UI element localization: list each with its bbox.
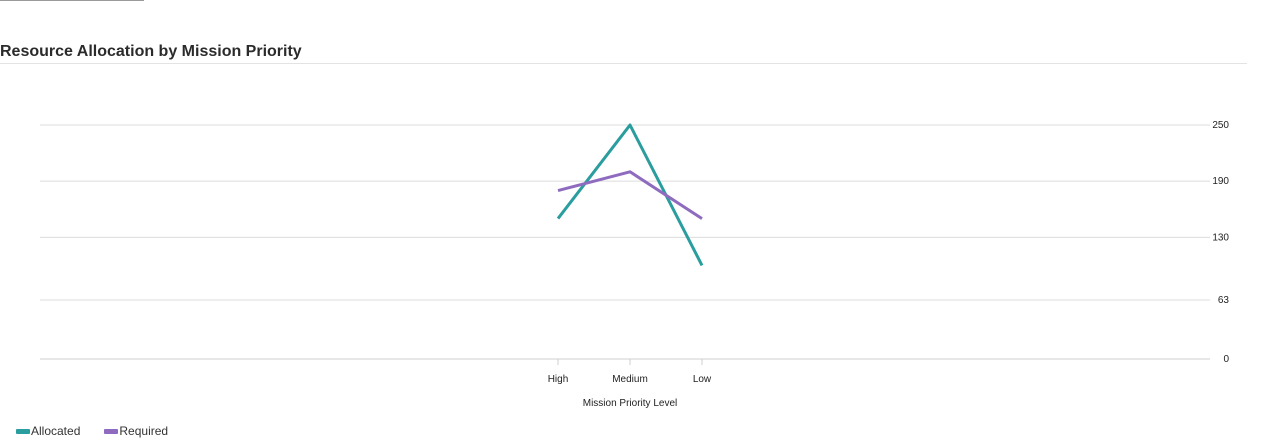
y-tick-label: 0: [1223, 354, 1229, 365]
x-tick-label-low: Low: [693, 374, 712, 385]
y-tick-label: 63: [1218, 295, 1230, 306]
title-divider: [0, 63, 1247, 64]
x-tick-label-high: High: [548, 374, 569, 385]
x-tick-label-medium: Medium: [612, 374, 648, 385]
series-line-required[interactable]: [557, 170, 703, 220]
legend-swatch-allocated: [16, 428, 30, 434]
chart-title: Resource Allocation by Mission Priority: [0, 43, 302, 60]
series-line-allocated[interactable]: [556, 123, 704, 267]
gridlines: [40, 124, 1210, 360]
legend-label-required: Required: [119, 424, 169, 438]
top-divider: [0, 0, 144, 1]
y-tick-label: 130: [1212, 232, 1229, 243]
x-axis-ticks: High Medium Low: [548, 359, 712, 385]
legend-label-allocated: Allocated: [31, 424, 81, 438]
y-tick-label: 250: [1212, 120, 1229, 131]
series-lines: [556, 123, 704, 267]
line-chart: 0 63 130 190 250 High Medium Low Mission Prior…: [40, 120, 1229, 409]
legend-swatch-required: [104, 428, 119, 434]
y-axis-ticks: 0 63 130 190 250: [1212, 120, 1229, 365]
legend: Allocated Required: [16, 424, 168, 438]
legend-item-allocated[interactable]: Allocated: [16, 424, 80, 438]
y-tick-label: 190: [1212, 176, 1229, 187]
legend-item-required[interactable]: Required: [104, 424, 168, 438]
x-axis-title: Mission Priority Level: [583, 398, 677, 409]
